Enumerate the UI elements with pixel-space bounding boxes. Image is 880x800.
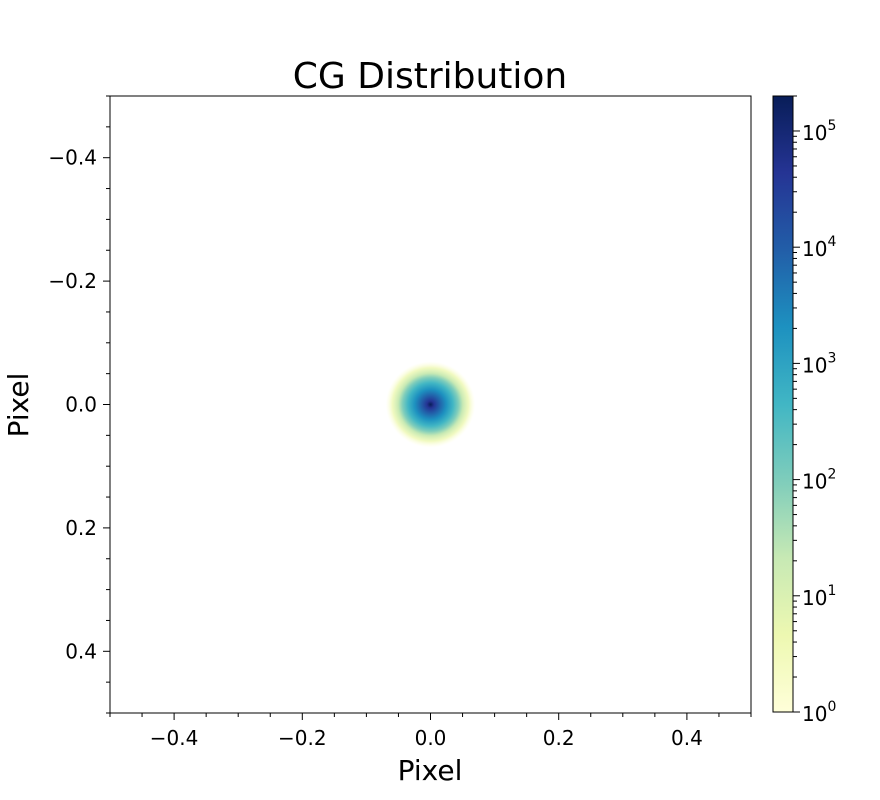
x-tick-label: 0.2 <box>543 726 575 750</box>
colorbar: 100 101 102 103 104 105 <box>772 95 836 726</box>
x-tick-label: −0.4 <box>150 726 199 750</box>
x-tick-label: 0.0 <box>415 726 447 750</box>
colorbar-tick-label: 103 <box>802 350 836 377</box>
colorbar-gradient <box>772 95 794 713</box>
colorbar-tick-label: 102 <box>802 467 836 494</box>
chart-title: CG Distribution <box>293 56 568 97</box>
plot-area <box>385 361 476 448</box>
y-axis-label: Pixel <box>2 373 35 438</box>
y-tick-label: 0.2 <box>65 516 97 540</box>
x-tick-label: −0.2 <box>278 726 327 750</box>
colorbar-tick-label: 101 <box>802 583 836 610</box>
colorbar-tick-label: 105 <box>802 118 836 145</box>
y-tick-label: 0.4 <box>65 639 97 663</box>
x-axis: −0.4 −0.2 0.0 0.2 0.4 <box>109 713 752 750</box>
y-axis: −0.4 −0.2 0.0 0.2 0.4 <box>48 95 110 714</box>
y-tick-label: −0.2 <box>48 269 97 293</box>
colorbar-tick-label: 104 <box>802 234 836 261</box>
y-tick-label: −0.4 <box>48 146 97 170</box>
y-tick-label: 0.0 <box>65 393 97 417</box>
colorbar-tick-label: 100 <box>802 699 836 726</box>
x-tick-label: 0.4 <box>671 726 703 750</box>
cg-density-blob <box>385 361 476 448</box>
x-axis-label: Pixel <box>398 754 463 787</box>
